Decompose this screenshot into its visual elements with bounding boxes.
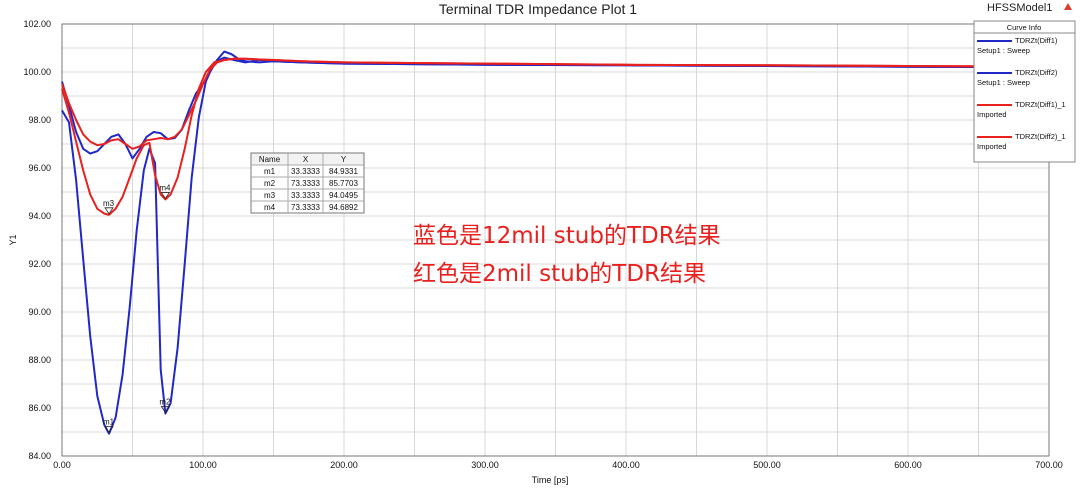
marker-label-m1: m1 <box>103 418 115 427</box>
legend[interactable]: Curve Info TDRZt(Diff1)Setup1 : SweepTDR… <box>973 20 1076 163</box>
model-warning-icon <box>1064 3 1072 10</box>
table-cell: 33.3333 <box>291 191 320 200</box>
marker-label-m3: m3 <box>103 199 115 208</box>
y-tick-label: 88.00 <box>28 355 51 365</box>
y-axis: 84.00 86.00 88.00 90.00 92.00 94.00 96.00 98.00… <box>23 19 51 461</box>
legend-title: Curve Info <box>1007 23 1042 32</box>
legend-box <box>973 20 1076 163</box>
y-tick-label: 102.00 <box>23 19 51 29</box>
y-tick-label: 84.00 <box>28 451 51 461</box>
grid <box>61 23 1050 457</box>
x-axis-label: Time [ps] <box>532 475 569 485</box>
x-tick-label: 500.00 <box>753 460 781 470</box>
y-tick-label: 100.00 <box>23 67 51 77</box>
y-tick-label: 94.00 <box>28 211 51 221</box>
legend-series-source: Setup1 : Sweep <box>977 78 1030 87</box>
table-header-cell: Y <box>341 155 347 164</box>
model-label: HFSSModel1 <box>987 2 1052 14</box>
legend-series-name: TDRZt(Diff2) <box>1015 68 1058 77</box>
legend-series-name: TDRZt(Diff1) <box>1015 36 1058 45</box>
annotation-line-1: 蓝色是12mil stub的TDR结果 <box>413 223 721 249</box>
series-lines <box>61 50 1050 435</box>
table-cell: m1 <box>264 167 276 176</box>
x-tick-label: 700.00 <box>1035 460 1063 470</box>
table-cell: 94.0495 <box>329 191 358 200</box>
marker-table: Name X Ym1 33.3333 84.9331 m2 73.3333 85.7703 m3… <box>250 152 365 214</box>
table-header-cell: X <box>303 155 309 164</box>
chart-title: Terminal TDR Impedance Plot 1 <box>439 1 637 17</box>
series-line-4 <box>61 57 1050 150</box>
table-header-cell: Name <box>259 155 281 164</box>
x-tick-label: 300.00 <box>471 460 499 470</box>
legend-series-source: Setup1 : Sweep <box>977 46 1030 55</box>
annotation-line-2: 红色是2mil stub的TDR结果 <box>413 261 706 287</box>
marker-m4 <box>160 192 171 200</box>
marker-m2 <box>160 406 171 414</box>
legend-series-source: Imported <box>977 142 1007 151</box>
legend-series-source: Imported <box>977 110 1007 119</box>
x-tick-label: 600.00 <box>894 460 922 470</box>
y-tick-label: 92.00 <box>28 259 51 269</box>
marker-m1 <box>104 426 114 434</box>
x-tick-label: 200.00 <box>330 460 358 470</box>
y-tick-label: 86.00 <box>28 403 51 413</box>
y-tick-label: 98.00 <box>28 115 51 125</box>
marker-label-m4: m4 <box>159 183 171 192</box>
table-cell: 73.3333 <box>291 203 320 212</box>
legend-series-name: TDRZt(Diff2)_1 <box>1015 132 1066 141</box>
marker-label-m2: m2 <box>159 398 171 407</box>
markers: m1 m2 m3 m4 <box>103 183 171 434</box>
table-cell: 84.9331 <box>329 167 358 176</box>
marker-m3 <box>104 207 114 215</box>
table-cell: m3 <box>264 191 276 200</box>
table-cell: m4 <box>264 203 276 212</box>
legend-series-name: TDRZt(Diff1)_1 <box>1015 100 1066 109</box>
table-cell: 73.3333 <box>291 179 320 188</box>
x-tick-label: 400.00 <box>612 460 640 470</box>
table-cell: 33.3333 <box>291 167 320 176</box>
x-tick-label: 0.00 <box>53 460 71 470</box>
table-cell: 94.6892 <box>329 203 358 212</box>
x-axis: 0.00 100.00 200.00 300.00 400.00 500.00 600.00… <box>53 460 1063 470</box>
y-axis-label: Y1 <box>8 234 18 245</box>
y-tick-label: 96.00 <box>28 163 51 173</box>
table-cell: m2 <box>264 179 276 188</box>
table-cell: 85.7703 <box>329 179 358 188</box>
x-tick-label: 100.00 <box>189 460 217 470</box>
y-tick-label: 90.00 <box>28 307 51 317</box>
plot-frame <box>61 23 1050 457</box>
